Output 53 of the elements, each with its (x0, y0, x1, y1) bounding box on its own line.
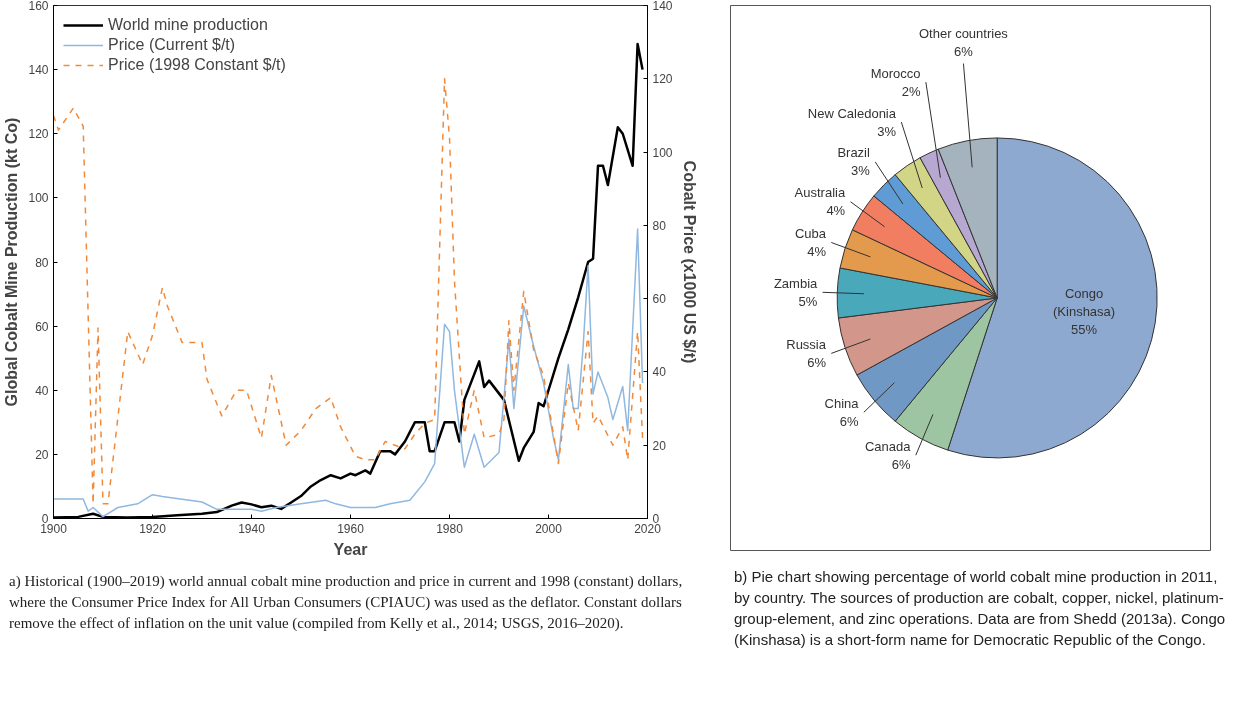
x-tick-label: 1940 (238, 521, 266, 536)
slice-label: Australia (794, 185, 846, 201)
text: a) Historical (1900–2019) world annual cobalt mine production and price in current and 1998 (constant) dollars, where the Consumer Price Index for All Urban Consumers (CPIAUC) was used as the deflator. Constant dollars remove the effect of inflation on the unit value (compiled from Kelly et al., 2014; USGS, 2016–2020). (9, 572, 684, 633)
data-label: 3% (877, 123, 897, 139)
x-tick-label: 1980 (436, 521, 464, 536)
data-label: 6% (954, 43, 974, 59)
y-tick-label: 40 (35, 383, 49, 398)
slice-label: Cuba (794, 225, 827, 241)
line-series (53, 228, 644, 518)
y-tick-label: 100 (28, 191, 49, 206)
y2-tick-label: 20 (652, 438, 667, 453)
slice-label: Other countries (919, 25, 1009, 41)
y-tick-label: 0 (41, 512, 49, 526)
legend-label: Price (Current $/t) (108, 36, 236, 54)
x-tick-label: 2000 (535, 521, 563, 536)
slice-label: Russia (786, 336, 827, 352)
y2-tick-label: 100 (652, 145, 673, 160)
y2-tick-label: 80 (652, 218, 667, 233)
data-label: 3% (851, 163, 871, 179)
y-tick-label: 20 (35, 447, 49, 462)
y-tick-label: 120 (28, 127, 49, 142)
y2-tick-label: 60 (652, 292, 667, 307)
data-label: 4% (807, 243, 827, 259)
x-tick-label: 1920 (139, 521, 167, 536)
data-label: 2% (901, 83, 921, 99)
slice-label: Brazil (837, 145, 870, 161)
y-tick-label: 60 (35, 319, 49, 334)
data-label: 6% (807, 354, 827, 370)
slice-label: Congo (Kinshasa) (1053, 286, 1116, 320)
slice-label: New Caledonia (807, 105, 897, 121)
x-axis-title: Year (333, 540, 368, 558)
legend-label: Price (1998 Constant $/t) (108, 56, 286, 74)
y-tick-label: 160 (28, 0, 49, 13)
legend-label: World mine production (108, 16, 268, 34)
y2-tick-label: 40 (652, 365, 667, 380)
data-label: 6% (839, 413, 859, 429)
data-label: 5% (798, 293, 818, 309)
x-tick-label: 1960 (337, 521, 365, 536)
slice-label: Canada (864, 438, 912, 454)
y-tick-label: 140 (28, 63, 49, 78)
slice-label: China (824, 395, 860, 411)
data-label: 4% (826, 203, 846, 219)
text: b) Pie chart showing percentage of world cobalt mine production in 2011, by country. The sources of production are cobalt, copper, nickel, platinum-group-element, and zinc operations. Data are from Shedd (2013a). Congo (Kinshasa) is a short-form name for Democratic Republic of the Congo. (734, 567, 1226, 650)
y-axis-title: Global Cobalt Mine Production (kt Co) (3, 117, 21, 407)
data-label: 55% (1071, 322, 1098, 338)
y-tick-label: 80 (35, 255, 49, 270)
y2-axis-title: Cobalt Price (x1000 US $/t) (680, 160, 698, 364)
data-label: 6% (891, 456, 911, 472)
y2-tick-label: 120 (652, 72, 673, 87)
y2-tick-label: 0 (652, 512, 660, 526)
y2-tick-label: 140 (652, 0, 673, 13)
slice-label: Zambia (773, 275, 819, 291)
slice-label: Morocco (870, 65, 921, 81)
